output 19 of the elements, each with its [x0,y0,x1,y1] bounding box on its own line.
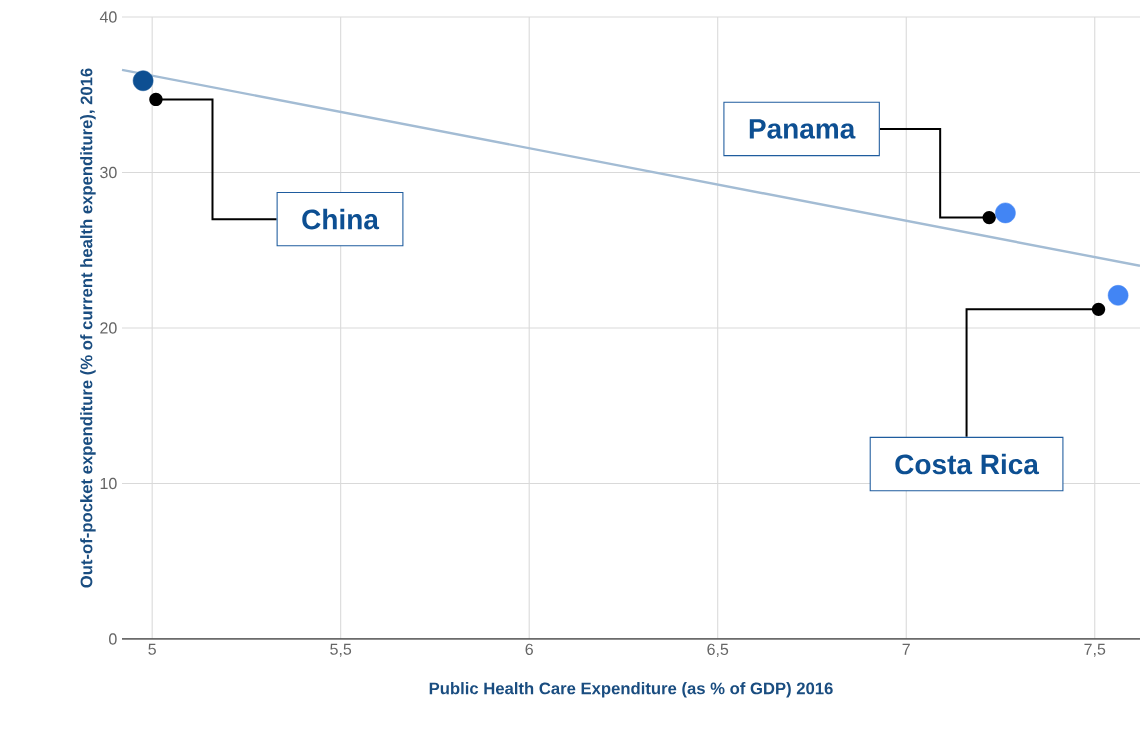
y-tick-label: 30 [100,166,117,179]
point [1107,285,1129,306]
x-tick-label: 7,5 [1084,643,1106,657]
point [132,70,154,92]
x-axis-title: Public Health Care Expenditure (as % of GDP) 2016 [429,682,833,698]
y-tick-label: 20 [100,322,117,334]
annotation: Panama [749,119,856,139]
y-tick-label: 10 [100,477,117,490]
annotation: Costa Rica [895,453,1040,475]
annotation: China [302,208,380,230]
y-tick-label: 0 [109,633,117,645]
x-tick-label: 7 [902,643,910,655]
x-tick-label: 6 [525,643,533,656]
y-tick-label: 40 [99,11,117,23]
x-tick-label: 5 [148,643,156,655]
point [995,202,1016,224]
x-tick-label: 5,5 [330,643,352,657]
y-axis-title: Out-of-pocket expenditure (% of current health expenditure), 2016 [80,68,96,588]
x-tick-label: 6,5 [707,643,729,657]
